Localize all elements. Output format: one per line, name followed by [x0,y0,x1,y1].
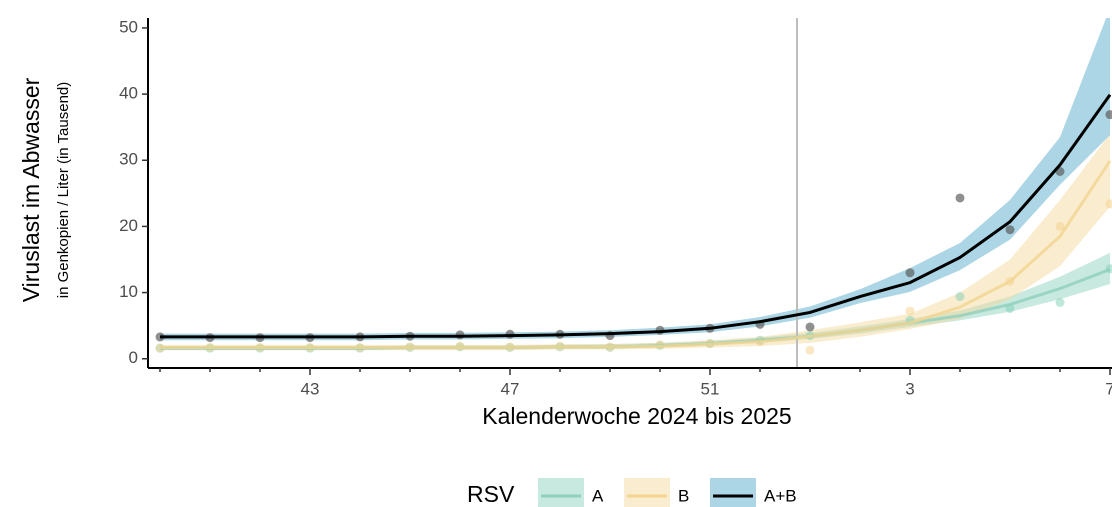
y-tick-label: 0 [129,348,138,367]
data-point [1055,297,1065,307]
x-tick-label: 47 [501,379,520,398]
data-point [805,322,815,332]
data-point [1105,199,1112,209]
data-point [805,345,815,355]
data-point [1005,225,1015,235]
legend-key [624,478,670,507]
y-tick-label: 40 [119,84,138,103]
legend-key [710,478,756,507]
x-tick-label: 3 [905,379,914,398]
data-point [905,306,915,316]
legend-label: A [592,486,604,505]
x-tick-label: 7 [1105,379,1112,398]
data-point [905,268,915,278]
data-point [955,292,965,302]
y-tick-label: 10 [119,282,138,301]
x-tick-label: 51 [701,379,720,398]
data-point [1105,110,1112,120]
legend-key [538,478,584,507]
legend-label: B [678,486,689,505]
trend-line [160,93,1112,339]
trend-line [160,160,1112,349]
x-tick-label: 43 [301,379,320,398]
y-tick-label: 30 [119,150,138,169]
legend-label: A+B [764,486,797,505]
y-title: Viruslast im Abwasser [18,77,44,302]
legend-title: RSV [467,481,515,507]
y-tick-label: 50 [119,17,138,36]
y-subtitle: in Genkopien / Liter (in Tausend) [55,82,72,299]
data-point [955,193,965,203]
y-tick-label: 20 [119,216,138,235]
x-title: Kalenderwoche 2024 bis 2025 [482,403,791,429]
data-point [1055,221,1065,231]
